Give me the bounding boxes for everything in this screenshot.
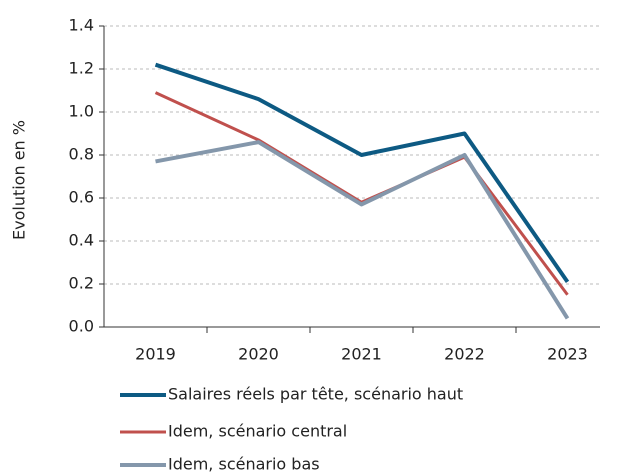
y-tick-label: 0.6 [69,188,94,207]
y-tick-label: 1.4 [69,16,94,35]
y-tick-label: 0.8 [69,145,94,164]
y-tick-label: 1.2 [69,59,94,78]
y-axis-label: Evolution en % [10,120,29,240]
x-tick-label: 2019 [135,345,176,364]
x-tick-label: 2021 [341,345,382,364]
series-line [155,140,570,320]
legend-label: Salaires réels par tête, scénario haut [168,385,463,404]
x-tick-label: 2020 [238,345,279,364]
y-tick-label: 0.0 [69,317,94,336]
legend-label: Idem, scénario bas [168,455,320,473]
x-tick-label: 2022 [444,345,485,364]
y-tick-label: 0.4 [69,231,94,250]
x-tick-label: 2023 [547,345,588,364]
legend-label: Idem, scénario central [168,422,347,441]
series-line [154,62,570,283]
y-tick-label: 1.0 [69,102,94,121]
y-tick-label: 0.2 [69,274,94,293]
